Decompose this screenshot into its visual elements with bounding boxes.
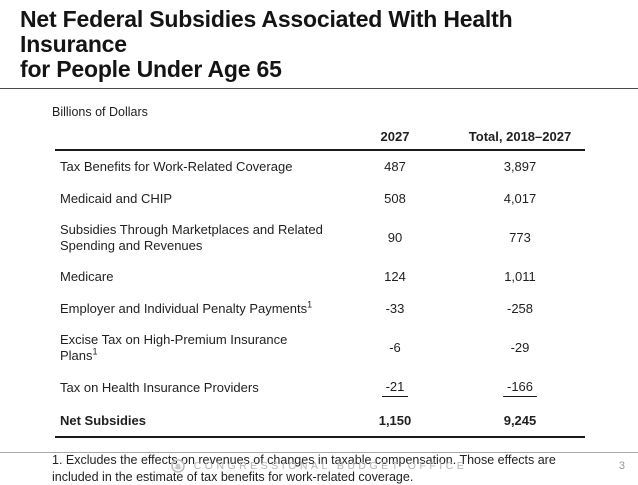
value-total: 3,897 — [455, 150, 585, 183]
value-total-number: -258 — [506, 300, 534, 316]
row-label: Net Subsidies — [60, 412, 146, 428]
slide-footer: CONGRESSIONAL BUDGET OFFICE 3 — [0, 452, 638, 479]
value-total: 773 — [455, 214, 585, 261]
table-row: Medicaid and CHIP 508 4,017 — [55, 183, 585, 215]
slide-body: Billions of Dollars 2027 Total, 2018–202… — [52, 105, 592, 485]
row-label: Medicare — [60, 269, 114, 284]
row-label: Tax on Health Insurance Providers — [60, 380, 259, 395]
value-2027: -21 — [335, 371, 455, 405]
footnote-marker: 1 — [307, 299, 313, 310]
cbo-logo-icon — [170, 459, 185, 473]
value-total: 4,017 — [455, 183, 585, 215]
value-total-number: -166 — [502, 379, 538, 397]
value-2027: 508 — [335, 183, 455, 215]
value-2027-number: 487 — [384, 159, 406, 174]
row-label: Subsidies Through Marketplaces and Relat… — [60, 222, 323, 253]
row-label: Tax Benefits for Work-Related Coverage — [60, 159, 293, 174]
value-total-number: -29 — [510, 339, 530, 355]
header-total: Total, 2018–2027 — [455, 127, 585, 151]
value-2027-number: 124 — [384, 269, 406, 284]
row-label: Employer and Individual Penalty Payments… — [60, 299, 313, 316]
table-row: Subsidies Through Marketplaces and Relat… — [55, 214, 585, 261]
row-label: Excise Tax on High-Premium Insurance Pla… — [60, 332, 288, 363]
subsidies-table: 2027 Total, 2018–2027 Tax Benefits for W… — [55, 127, 585, 438]
value-total-number: 9,245 — [503, 412, 537, 428]
value-2027: 1,150 — [335, 405, 455, 438]
title-line-1: Net Federal Subsidies Associated With He… — [20, 6, 513, 57]
value-2027-number: -33 — [385, 300, 405, 316]
table-row: Excise Tax on High-Premium Insurance Pla… — [55, 324, 585, 371]
value-total-number: 3,897 — [503, 159, 537, 174]
footnote-marker: 1 — [92, 346, 98, 357]
title-divider — [0, 88, 638, 89]
table-row: Medicare 124 1,011 — [55, 261, 585, 293]
value-2027: -6 — [335, 324, 455, 371]
value-total: 9,245 — [455, 405, 585, 438]
value-2027: 487 — [335, 150, 455, 183]
table-row: Tax Benefits for Work-Related Coverage 48… — [55, 150, 585, 183]
row-label: Medicaid and CHIP — [60, 190, 172, 206]
table-header: 2027 Total, 2018–2027 — [55, 127, 585, 151]
page-title: Net Federal Subsidies Associated With He… — [20, 7, 616, 82]
page-number: 3 — [618, 460, 625, 472]
table-body: Tax Benefits for Work-Related Coverage 48… — [55, 150, 585, 437]
table-row: Net Subsidies 1,150 9,245 — [55, 405, 585, 438]
value-total: 1,011 — [455, 261, 585, 293]
value-2027: -33 — [335, 293, 455, 325]
value-2027: 124 — [335, 261, 455, 293]
value-2027-number: 508 — [384, 190, 406, 206]
units-label: Billions of Dollars — [52, 105, 148, 119]
value-2027-number: -6 — [389, 339, 401, 355]
header-empty-cell — [55, 127, 335, 151]
organization-name: CONGRESSIONAL BUDGET OFFICE — [193, 460, 468, 472]
header-2027: 2027 — [335, 127, 455, 151]
value-total: -166 — [455, 371, 585, 405]
value-2027-number: 90 — [387, 229, 403, 245]
value-total-number: 1,011 — [504, 269, 536, 284]
value-total: -29 — [455, 324, 585, 371]
footer-center: CONGRESSIONAL BUDGET OFFICE — [0, 453, 638, 473]
value-total-number: 773 — [509, 229, 531, 245]
value-total-number: 4,017 — [503, 190, 537, 206]
value-2027-number: -21 — [381, 379, 409, 397]
title-line-2: for People Under Age 65 — [20, 56, 282, 82]
slide-header: Net Federal Subsidies Associated With He… — [0, 0, 638, 82]
table-header-row: 2027 Total, 2018–2027 — [55, 127, 585, 151]
value-total: -258 — [455, 293, 585, 325]
value-2027: 90 — [335, 214, 455, 261]
table-row: Tax on Health Insurance Providers -21 -166 — [55, 371, 585, 405]
value-2027-number: 1,150 — [378, 412, 412, 428]
table-row: Employer and Individual Penalty Payments… — [55, 293, 585, 325]
